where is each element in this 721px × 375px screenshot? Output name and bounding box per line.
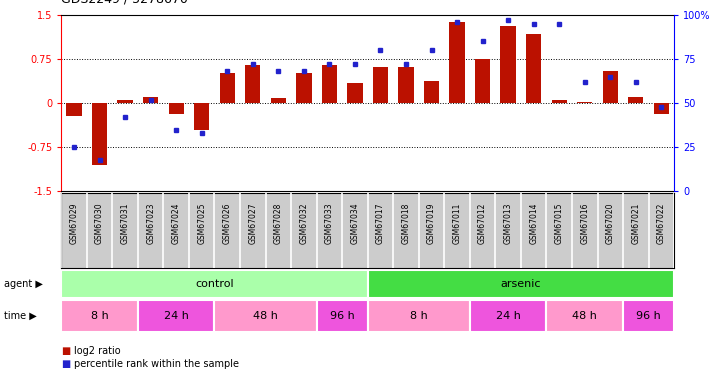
Bar <box>169 103 184 114</box>
Bar <box>526 34 541 103</box>
Bar <box>547 300 623 332</box>
Text: GDS2249 / 5278670: GDS2249 / 5278670 <box>61 0 188 6</box>
Bar <box>143 97 159 103</box>
Text: percentile rank within the sample: percentile rank within the sample <box>74 359 239 369</box>
Text: ■: ■ <box>61 346 71 355</box>
Bar <box>449 22 465 103</box>
Bar <box>61 270 368 298</box>
Bar <box>470 300 547 332</box>
Text: GSM67012: GSM67012 <box>478 202 487 243</box>
Text: 48 h: 48 h <box>572 311 597 321</box>
Bar <box>92 103 107 165</box>
Text: time ▶: time ▶ <box>4 311 36 321</box>
Bar <box>628 97 644 103</box>
Text: log2 ratio: log2 ratio <box>74 346 121 355</box>
Bar <box>118 100 133 103</box>
Text: GSM67027: GSM67027 <box>248 202 257 244</box>
Text: GSM67029: GSM67029 <box>69 202 79 244</box>
Text: 48 h: 48 h <box>253 311 278 321</box>
Bar <box>270 98 286 103</box>
Text: GSM67015: GSM67015 <box>554 202 564 244</box>
Text: GSM67017: GSM67017 <box>376 202 385 244</box>
Text: GSM67014: GSM67014 <box>529 202 538 244</box>
Text: GSM67013: GSM67013 <box>504 202 513 244</box>
Bar <box>296 73 311 103</box>
Text: ■: ■ <box>61 359 71 369</box>
Bar <box>368 270 674 298</box>
Bar <box>577 102 593 103</box>
Text: GSM67019: GSM67019 <box>427 202 436 244</box>
Bar <box>66 103 81 116</box>
Text: arsenic: arsenic <box>500 279 541 289</box>
Bar <box>424 81 439 103</box>
Text: 8 h: 8 h <box>91 311 108 321</box>
Bar <box>220 73 235 103</box>
Bar <box>348 82 363 103</box>
Text: GSM67023: GSM67023 <box>146 202 155 244</box>
Text: GSM67030: GSM67030 <box>95 202 104 244</box>
Text: GSM67020: GSM67020 <box>606 202 615 244</box>
Bar <box>368 300 470 332</box>
Text: GSM67032: GSM67032 <box>299 202 309 244</box>
Bar <box>138 300 215 332</box>
Text: GSM67016: GSM67016 <box>580 202 589 244</box>
Bar <box>322 65 337 103</box>
Text: GSM67034: GSM67034 <box>350 202 360 244</box>
Bar <box>500 26 516 103</box>
Text: GSM67026: GSM67026 <box>223 202 231 244</box>
Text: 96 h: 96 h <box>329 311 355 321</box>
Bar <box>475 59 490 103</box>
Bar <box>552 100 567 103</box>
Bar <box>398 67 414 103</box>
Bar <box>623 300 674 332</box>
Bar <box>194 103 209 130</box>
Bar <box>215 300 317 332</box>
Text: GSM67011: GSM67011 <box>453 202 461 243</box>
Bar <box>603 71 618 103</box>
Text: GSM67031: GSM67031 <box>120 202 130 244</box>
Text: GSM67021: GSM67021 <box>632 202 640 243</box>
Text: GSM67022: GSM67022 <box>657 202 666 243</box>
Bar <box>373 67 388 103</box>
Text: control: control <box>195 279 234 289</box>
Text: 8 h: 8 h <box>410 311 428 321</box>
Bar <box>61 300 138 332</box>
Text: 24 h: 24 h <box>164 311 189 321</box>
Bar <box>317 300 368 332</box>
Text: 24 h: 24 h <box>496 311 521 321</box>
Text: GSM67018: GSM67018 <box>402 202 410 243</box>
Text: GSM67033: GSM67033 <box>325 202 334 244</box>
Text: GSM67028: GSM67028 <box>274 202 283 243</box>
Bar <box>654 103 669 114</box>
Text: GSM67025: GSM67025 <box>198 202 206 244</box>
Bar <box>245 65 260 103</box>
Text: 96 h: 96 h <box>636 311 661 321</box>
Text: agent ▶: agent ▶ <box>4 279 43 289</box>
Text: GSM67024: GSM67024 <box>172 202 181 244</box>
